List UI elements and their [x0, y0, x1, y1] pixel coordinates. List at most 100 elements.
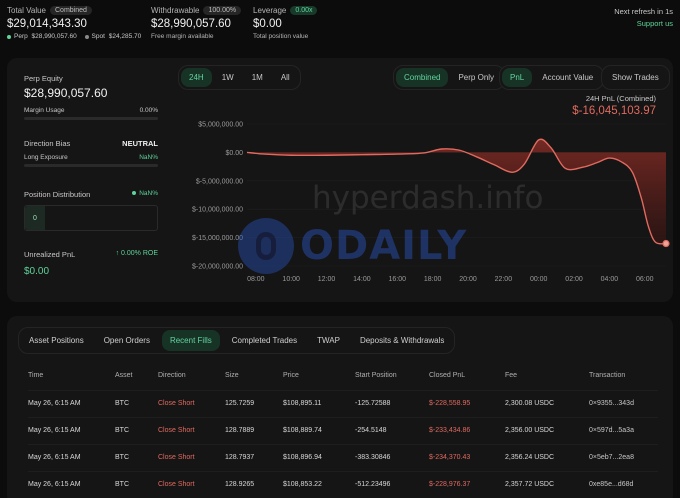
cell-time: May 26, 6:15 AM — [28, 470, 115, 498]
timeframe-24h[interactable]: 24H — [181, 68, 212, 87]
overview-panel: Perp Equity $28,990,057.60 Margin Usage … — [7, 58, 673, 302]
cell-start-position: -254.5148 — [355, 416, 429, 444]
cell-closed-pnl: $-233,434.86 — [429, 416, 505, 444]
support-link[interactable]: Support us — [636, 19, 673, 28]
distribution-segment: 0 — [25, 206, 45, 230]
fills-header-row: Time Asset Direction Size Price Start Po… — [28, 362, 658, 390]
cell-direction: Close Short — [158, 443, 225, 471]
cell-size: 128.7937 — [225, 443, 283, 471]
cell-price: $108,896.94 — [283, 443, 355, 471]
tab-completed-trades[interactable]: Completed Trades — [231, 336, 298, 345]
scope-perp-only[interactable]: Perp Only — [458, 73, 495, 82]
col-fee: Fee — [505, 372, 518, 380]
withdrawable-label: Withdrawable — [151, 6, 200, 15]
col-transaction: Transaction — [589, 372, 626, 380]
x-tick-label: 02:00 — [565, 276, 583, 283]
table-row[interactable]: May 26, 6:15 AM BTC Close Short 125.7259… — [28, 389, 658, 417]
cell-price: $108,895.11 — [283, 389, 355, 417]
pnl-line — [246, 138, 667, 245]
x-tick-label: 10:00 — [282, 276, 300, 283]
cell-direction: Close Short — [158, 416, 225, 444]
x-tick-label: 00:00 — [530, 276, 548, 283]
cell-start-position: -383.30846 — [355, 443, 429, 471]
margin-usage-label: Margin Usage — [24, 107, 65, 114]
x-tick-label: 16:00 — [389, 276, 407, 283]
long-exposure-label: Long Exposure — [24, 154, 68, 161]
show-trades-button[interactable]: Show Trades — [612, 73, 659, 82]
col-closed-pnl: Closed PnL — [429, 372, 466, 380]
cell-fee: 2,300.08 USDC — [505, 389, 589, 417]
perp-value: $28,990,057.60 — [31, 33, 77, 41]
table-row[interactable]: May 26, 6:15 AM BTC Close Short 128.7889… — [28, 416, 658, 444]
cell-transaction-link[interactable]: 0xe85e...d68d — [589, 470, 658, 498]
fills-table-wrap: Time Asset Direction Size Price Start Po… — [28, 362, 658, 498]
tab-open-orders[interactable]: Open Orders — [103, 336, 150, 345]
cell-fee: 2,356.00 USDC — [505, 416, 589, 444]
spot-value: $24,285.70 — [108, 33, 142, 41]
perp-equity-block: Perp Equity $28,990,057.60 Margin Usage … — [24, 74, 158, 120]
direction-bias-block: Direction Bias NEUTRAL Long Exposure NaN… — [24, 139, 158, 167]
y-tick-label: $0.00 — [225, 150, 243, 157]
position-distribution-block: Position Distribution NaN% 0 — [24, 190, 158, 231]
header: Total Value Combined $29,014,343.30 Perp … — [0, 0, 680, 50]
watermark-brand-block: ODAILY — [238, 218, 467, 274]
scope-combined[interactable]: Combined — [396, 68, 449, 87]
withdrawable-block: Withdrawable 100.00% $28,990,057.60 Free … — [151, 6, 242, 40]
cell-time: May 26, 6:15 AM — [28, 416, 115, 444]
cell-transaction-link[interactable]: 0×9355...343d — [589, 389, 658, 417]
pnl-last-point — [662, 239, 670, 248]
col-time: Time — [28, 372, 44, 380]
pnl-chart: $5,000,000.00 $0.00 $-5,000,000.00 $-10,000… — [192, 122, 670, 283]
cell-start-position: -512.23496 — [355, 470, 429, 498]
timeframe-all[interactable]: All — [280, 73, 290, 82]
unrealized-pnl-value: $0.00 — [24, 266, 50, 277]
timeframe-1m[interactable]: 1M — [251, 73, 263, 82]
tab-twap[interactable]: TWAP — [317, 336, 340, 345]
long-exposure-bar — [24, 164, 158, 167]
fills-tabs: Asset Positions Open Orders Recent Fills… — [18, 327, 456, 354]
margin-usage-value: 0.00% — [139, 107, 158, 114]
cell-size: 128.9265 — [225, 470, 283, 498]
cell-size: 128.7889 — [225, 416, 283, 444]
timeframe-1w[interactable]: 1W — [221, 73, 234, 82]
cell-closed-pnl: $-234,370.43 — [429, 443, 505, 471]
arrow-up-icon: ↑ — [115, 250, 122, 257]
leverage-block: Leverage 0.00x $0.00 Total position value — [253, 6, 318, 40]
cell-asset: BTC — [115, 389, 158, 417]
unrealized-pnl-block: Unrealized PnL ↑ 0.00% ROE $0.00 — [24, 250, 158, 277]
y-tick-label: $-5,000,000.00 — [196, 178, 243, 185]
refresh-timer: Next refresh in 1s — [614, 7, 673, 16]
table-row[interactable]: May 26, 6:15 AM BTC Close Short 128.7937… — [28, 443, 658, 471]
metric-account-value[interactable]: Account Value — [542, 73, 594, 82]
col-size: Size — [225, 372, 239, 380]
position-distribution-label: Position Distribution — [24, 190, 91, 199]
x-tick-label: 14:00 — [353, 276, 371, 283]
tab-deposits-withdrawals[interactable]: Deposits & Withdrawals — [359, 336, 445, 345]
spot-dot-icon — [84, 34, 89, 39]
unrealized-roe: 0.00% ROE — [121, 250, 158, 257]
x-tick-label: 20:00 — [459, 276, 477, 283]
cell-asset: BTC — [115, 416, 158, 444]
perp-equity-label: Perp Equity — [24, 74, 63, 83]
leverage-label: Leverage — [253, 6, 287, 15]
fills-table: Time Asset Direction Size Price Start Po… — [28, 362, 658, 498]
cell-transaction-link[interactable]: 0×597d...5a3a — [589, 416, 658, 444]
metric-pnl[interactable]: PnL — [502, 68, 533, 87]
cell-time: May 26, 6:15 AM — [28, 443, 115, 471]
long-exposure-value: NaN% — [139, 154, 158, 161]
cell-fee: 2,357.72 USDC — [505, 470, 589, 498]
distribution-dot-icon — [132, 191, 137, 196]
perp-label: Perp — [14, 33, 28, 41]
tab-asset-positions[interactable]: Asset Positions — [29, 336, 84, 345]
y-tick-label: $-15,000,000.00 — [192, 235, 243, 242]
perp-equity-value: $28,990,057.60 — [24, 86, 108, 100]
fills-panel: Asset Positions Open Orders Recent Fills… — [7, 316, 673, 498]
margin-usage-bar — [24, 117, 158, 120]
table-row[interactable]: May 26, 6:15 AM BTC Close Short 128.9265… — [28, 470, 658, 498]
x-tick-label: 12:00 — [318, 276, 336, 283]
tab-recent-fills[interactable]: Recent Fills — [161, 330, 220, 351]
unrealized-pnl-label: Unrealized PnL — [24, 250, 76, 259]
chart-current-value: $-16,045,103.97 — [572, 105, 656, 117]
cell-transaction-link[interactable]: 0×5eb7...2ea8 — [589, 443, 658, 471]
y-tick-label: $5,000,000.00 — [198, 122, 243, 129]
